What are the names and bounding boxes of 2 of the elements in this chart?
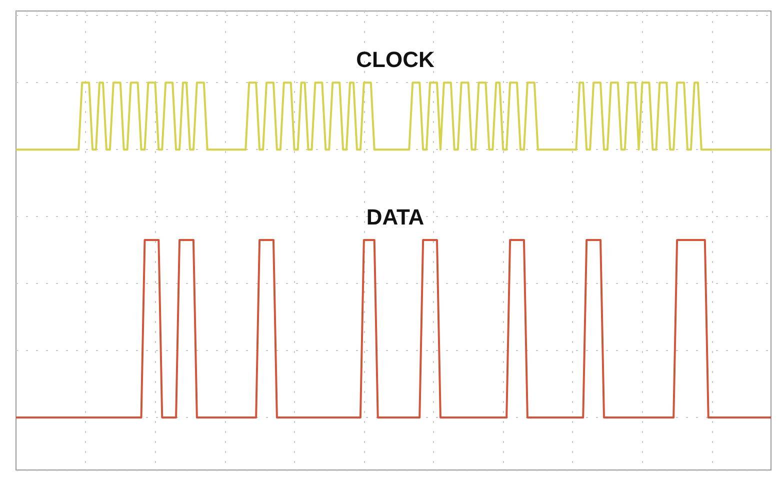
series-label: CLOCK	[356, 47, 434, 72]
series-label: DATA	[366, 204, 424, 230]
